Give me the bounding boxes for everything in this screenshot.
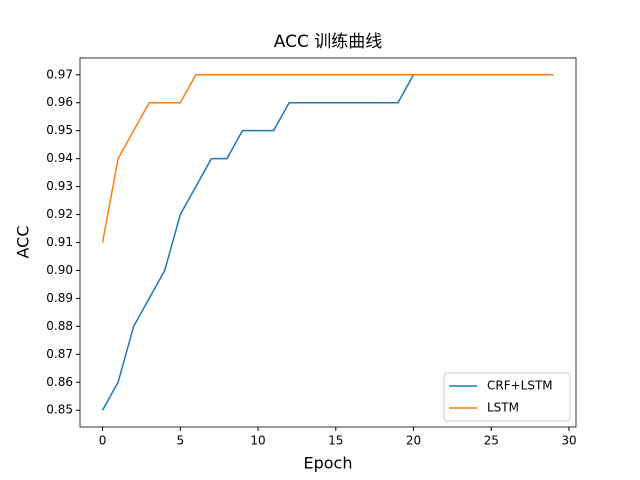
axes-frame <box>79 57 577 428</box>
y-tick-label: 0.92 <box>46 207 73 221</box>
y-tick-label: 0.90 <box>46 263 73 277</box>
x-tick-label: 5 <box>176 434 184 448</box>
y-tick-label: 0.94 <box>46 151 73 165</box>
y-axis-label: ACC <box>14 225 33 258</box>
x-axis-label: Epoch <box>304 454 353 473</box>
x-tick-label: 15 <box>328 434 343 448</box>
y-tick-label: 0.91 <box>46 235 73 249</box>
y-tick-label: 0.87 <box>46 347 73 361</box>
legend-box <box>443 372 571 422</box>
series-line <box>101 74 554 411</box>
y-tick-label: 0.86 <box>46 375 73 389</box>
y-tick-label: 0.85 <box>46 403 73 417</box>
legend-label: CRF+LSTM <box>487 379 553 393</box>
y-tick-label: 0.95 <box>46 123 73 137</box>
legend-label: LSTM <box>487 401 519 415</box>
y-tick-label: 0.97 <box>46 67 73 81</box>
x-tick-label: 20 <box>406 434 421 448</box>
chart-title: ACC 训练曲线 <box>274 32 382 52</box>
x-tick-label: 0 <box>99 434 107 448</box>
x-tick-label: 10 <box>250 434 265 448</box>
x-tick-label: 25 <box>484 434 499 448</box>
y-tick-label: 0.89 <box>46 291 73 305</box>
y-tick-label: 0.93 <box>46 179 73 193</box>
x-tick-label: 30 <box>561 434 576 448</box>
series-line <box>101 74 554 243</box>
y-tick-label: 0.88 <box>46 319 73 333</box>
y-tick-label: 0.96 <box>46 95 73 109</box>
